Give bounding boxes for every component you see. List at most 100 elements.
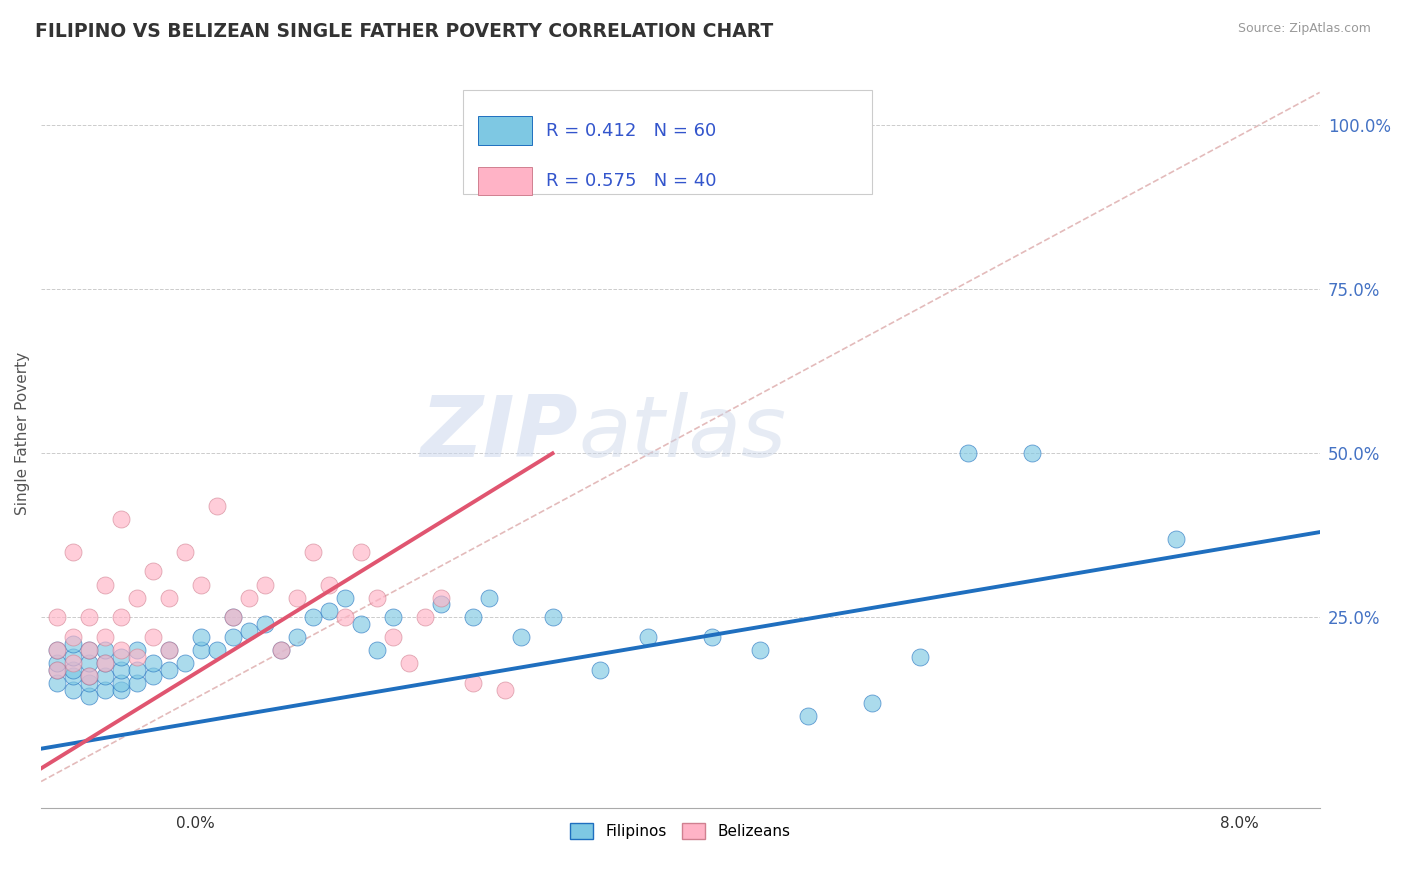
Point [110,649,132,664]
Point [110,682,132,697]
Point [62,649,84,664]
Point [110,512,132,526]
Point [190,643,212,657]
Point [46,676,69,690]
Point [413,610,436,624]
Point [461,676,484,690]
Bar [478,167,531,195]
Point [46,663,69,677]
Point [125,649,148,664]
Point [125,591,148,605]
Point [94,643,117,657]
Point [77,669,100,683]
Point [494,682,516,697]
Point [142,669,165,683]
Point [125,643,148,657]
Point [62,637,84,651]
Point [62,669,84,683]
Point [461,610,484,624]
Point [94,657,117,671]
Text: Source: ZipAtlas.com: Source: ZipAtlas.com [1237,22,1371,36]
Point [238,624,260,638]
Point [157,663,180,677]
Point [94,630,117,644]
Text: 8.0%: 8.0% [1219,816,1258,831]
Point [142,565,165,579]
Point [350,617,373,632]
Y-axis label: Single Father Poverty: Single Father Poverty [15,352,30,516]
Point [142,657,165,671]
Point [366,643,388,657]
Point [205,643,228,657]
Point [157,591,180,605]
Point [222,610,245,624]
Point [190,577,212,591]
Point [253,617,276,632]
Point [301,610,323,624]
Point [142,630,165,644]
Point [350,545,373,559]
Point [94,657,117,671]
Text: 0.0%: 0.0% [176,816,215,831]
Point [46,610,69,624]
Text: atlas: atlas [578,392,786,475]
Point [62,657,84,671]
Point [77,669,100,683]
Bar [478,117,531,145]
Point [429,597,451,611]
Point [94,577,117,591]
Point [110,643,132,657]
Point [62,682,84,697]
Point [77,657,100,671]
Point [398,657,420,671]
Point [797,709,820,723]
Text: FILIPINO VS BELIZEAN SINGLE FATHER POVERTY CORRELATION CHART: FILIPINO VS BELIZEAN SINGLE FATHER POVER… [35,22,773,41]
Point [157,643,180,657]
Point [62,663,84,677]
Point [1164,532,1187,546]
Point [301,545,323,559]
Point [46,663,69,677]
Point [94,669,117,683]
Point [238,591,260,605]
Point [318,604,340,618]
Point [253,577,276,591]
Point [285,591,308,605]
Point [429,591,451,605]
Point [46,643,69,657]
Point [285,630,308,644]
Text: R = 0.412   N = 60: R = 0.412 N = 60 [546,121,717,140]
Point [46,643,69,657]
Point [174,545,197,559]
Point [333,610,356,624]
Point [77,676,100,690]
Legend: Filipinos, Belizeans: Filipinos, Belizeans [564,817,796,845]
Point [110,663,132,677]
Point [637,630,659,644]
Point [957,446,980,460]
Point [125,676,148,690]
Point [908,649,931,664]
Point [94,682,117,697]
Point [1021,446,1043,460]
Point [702,630,724,644]
Text: ZIP: ZIP [420,392,578,475]
Point [478,591,501,605]
Point [77,610,100,624]
Point [541,610,564,624]
Point [366,591,388,605]
Point [157,643,180,657]
Point [860,696,883,710]
Point [318,577,340,591]
Point [46,657,69,671]
Point [190,630,212,644]
Text: R = 0.575   N = 40: R = 0.575 N = 40 [546,172,717,190]
Point [381,630,404,644]
Point [749,643,772,657]
Point [77,643,100,657]
Point [174,657,197,671]
Point [205,499,228,513]
Point [110,676,132,690]
Point [222,610,245,624]
Point [381,610,404,624]
